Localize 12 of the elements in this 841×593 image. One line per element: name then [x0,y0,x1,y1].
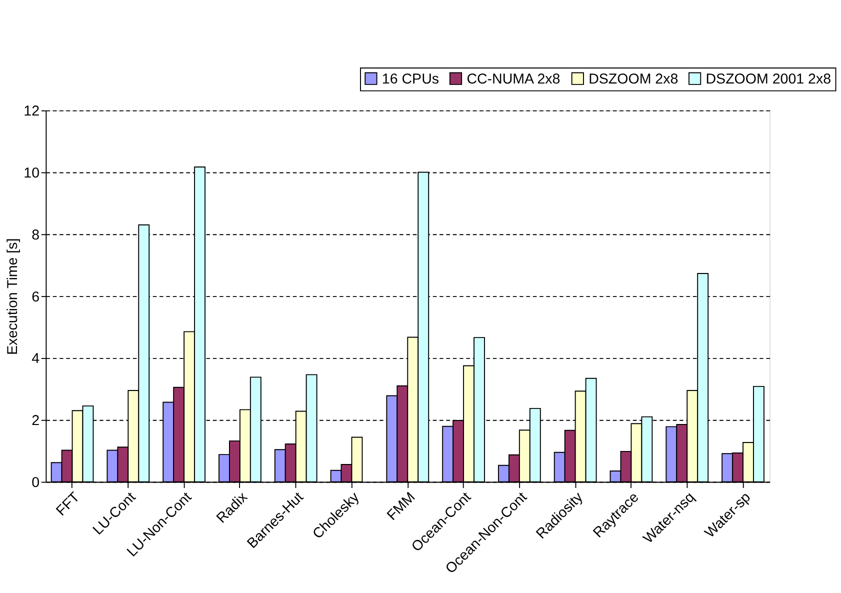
y-tick-label: 12 [24,104,40,120]
y-axis-title: Execution Time [s] [4,238,21,355]
legend-label: 16 CPUs [382,71,440,88]
y-tick-label: 2 [32,413,40,430]
legend-label: DSZOOM 2x8 [588,71,678,88]
y-tick-label: 10 [24,165,40,182]
y-tick-label: 0 [32,475,40,492]
y-tick-label: 6 [32,289,40,306]
legend-label: CC-NUMA 2x8 [466,71,560,88]
y-tick-label: 8 [32,227,40,244]
y-tick-label: 4 [32,351,40,368]
legend-label: DSZOOM 2001 2x8 [706,71,832,88]
